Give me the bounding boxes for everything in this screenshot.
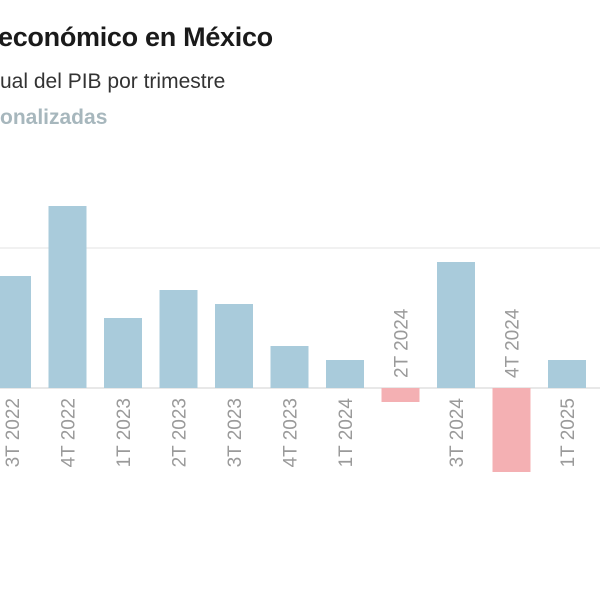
bar-3t-2023: [215, 304, 253, 388]
bar-3t-2022: [0, 276, 31, 388]
chart-title: económico en México: [0, 22, 273, 52]
tick-label-4t-2024: 4T 2024: [503, 308, 524, 378]
tick-label-3t-2022: 3T 2022: [3, 398, 24, 467]
bar-1t-2024: [326, 360, 364, 388]
bar-4t-2022: [48, 206, 87, 388]
bar-layer: [0, 206, 586, 472]
tick-label-1t-2025: 1T 2025: [558, 398, 579, 467]
bar-2t-2023: [159, 290, 198, 388]
tick-label-3t-2024: 3T 2024: [447, 398, 468, 468]
chart-subtitle: ual del PIB por trimestre: [0, 70, 226, 93]
tick-label-layer: 3T 2022 4T 2022 1T 2023 2T 2023 3T 2023 4T 20…: [3, 308, 579, 467]
tick-label-2t-2023: 2T 2023: [170, 398, 191, 467]
bar-2t-2024: [381, 388, 420, 402]
tick-label-3t-2023: 3T 2023: [225, 398, 246, 467]
bar-3t-2024: [437, 262, 475, 388]
bar-4t-2023: [270, 346, 309, 388]
bar-1t-2023: [104, 318, 142, 388]
tick-label-1t-2024: 1T 2024: [336, 398, 357, 468]
tick-label-4t-2022: 4T 2022: [59, 398, 80, 467]
bar-4t-2024: [492, 388, 531, 472]
legend-label: onalizadas: [0, 106, 108, 129]
tick-label-4t-2023: 4T 2023: [281, 398, 302, 467]
tick-label-2t-2024: 2T 2024: [392, 308, 413, 378]
bar-1t-2025: [548, 360, 586, 388]
tick-label-1t-2023: 1T 2023: [114, 398, 135, 467]
